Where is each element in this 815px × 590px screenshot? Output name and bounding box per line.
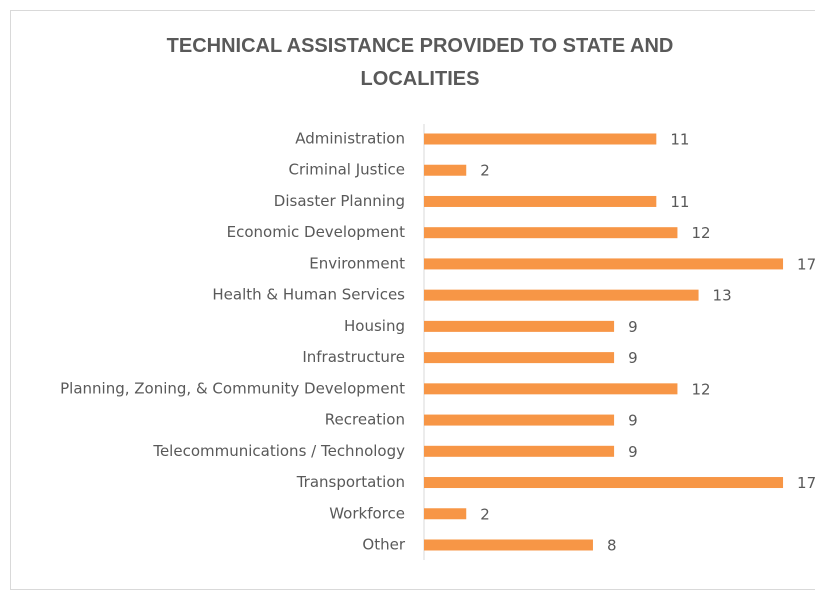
category-label: Disaster Planning — [274, 192, 405, 210]
category-label: Transportation — [296, 473, 405, 491]
value-label: 8 — [607, 536, 617, 554]
bar — [424, 320, 615, 332]
category-label: Workforce — [329, 504, 405, 522]
category-label: Recreation — [325, 411, 405, 429]
value-label: 12 — [691, 224, 710, 242]
category-label: Administration — [295, 130, 405, 148]
category-label: Health & Human Services — [212, 286, 405, 304]
value-label: 2 — [480, 162, 490, 180]
value-label: 17 — [797, 474, 815, 492]
value-label: 2 — [480, 505, 490, 523]
value-label: 17 — [797, 255, 815, 273]
bar — [424, 414, 615, 426]
category-label: Infrastructure — [302, 348, 405, 366]
value-label: 11 — [670, 131, 689, 149]
bar — [424, 289, 699, 301]
chart-title: TECHNICAL ASSISTANCE PROVIDED TO STATE A… — [166, 35, 674, 90]
bar — [424, 383, 678, 395]
value-label: 9 — [628, 349, 638, 367]
value-label: 9 — [628, 443, 638, 461]
value-label: 13 — [713, 287, 732, 305]
bar — [424, 445, 615, 457]
bar — [424, 477, 784, 489]
bar — [424, 227, 678, 239]
bar — [424, 539, 593, 551]
category-label: Housing — [344, 317, 405, 335]
category-label: Environment — [309, 254, 405, 272]
category-label: Criminal Justice — [289, 161, 406, 179]
bar — [424, 133, 657, 145]
bar — [424, 258, 784, 270]
bar — [424, 508, 467, 520]
category-label: Economic Development — [227, 223, 405, 241]
value-label: 9 — [628, 412, 638, 430]
bar — [424, 352, 615, 364]
category-label: Telecommunications / Technology — [152, 442, 405, 460]
category-label: Other — [362, 535, 405, 553]
bar — [424, 164, 467, 176]
value-label: 9 — [628, 318, 638, 336]
bar — [424, 195, 657, 207]
category-label: Planning, Zoning, & Community Developmen… — [60, 379, 405, 397]
value-label: 12 — [691, 380, 710, 398]
value-label: 11 — [670, 193, 689, 211]
